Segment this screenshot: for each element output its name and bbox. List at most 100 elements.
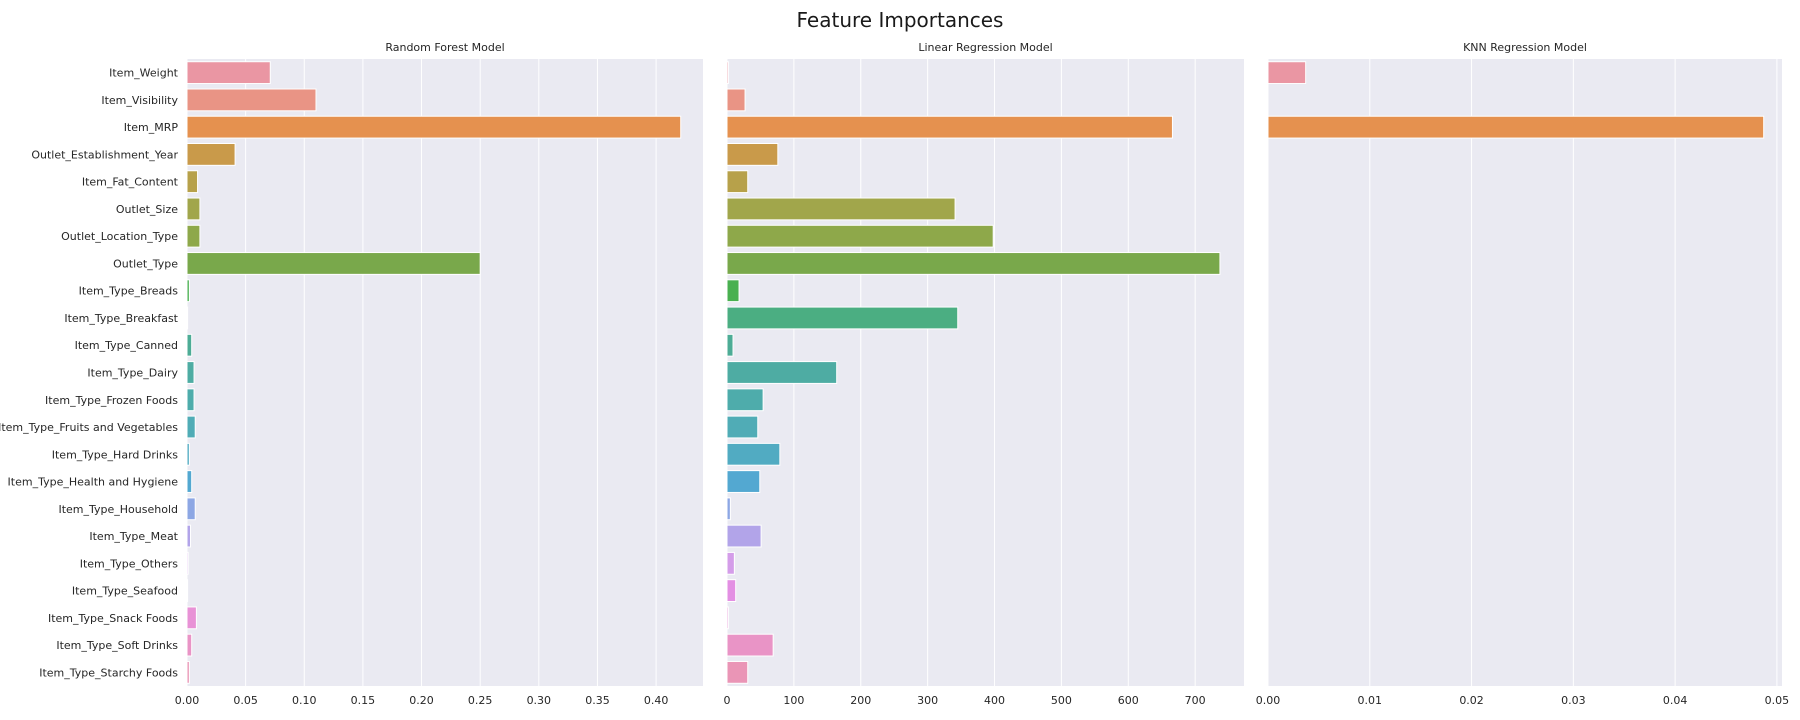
x-tick-label: 400 bbox=[984, 694, 1005, 707]
bar-item-type-soft-drinks bbox=[186, 633, 193, 657]
bar-item-type-starchy-foods bbox=[726, 660, 749, 684]
y-tick-label: Item_Type_Seafood bbox=[72, 585, 178, 598]
bar-item-fat-content bbox=[186, 170, 199, 194]
axes-background bbox=[187, 59, 703, 686]
panel-title: Linear Regression Model bbox=[918, 41, 1052, 54]
y-tick-label: Item_Type_Snack Foods bbox=[48, 612, 178, 625]
x-tick-label: 0.10 bbox=[292, 694, 317, 707]
y-tick-label: Item_Fat_Content bbox=[82, 176, 179, 189]
x-tick-label: 0.05 bbox=[233, 694, 258, 707]
bar-item-type-breads bbox=[726, 279, 740, 303]
bar-item-type-breads bbox=[186, 279, 190, 303]
y-tick-label: Item_Type_Household bbox=[58, 503, 178, 516]
y-tick-label: Item_Type_Fruits and Vegetables bbox=[0, 421, 178, 434]
y-tick-label: Item_Type_Soft Drinks bbox=[56, 639, 178, 652]
bar-item-type-dairy bbox=[726, 361, 838, 384]
bar-item-type-meat bbox=[186, 524, 192, 548]
y-tick-label: Item_Weight bbox=[109, 67, 179, 80]
x-tick-label: 0.25 bbox=[468, 694, 493, 707]
bar-item-type-hard-drinks bbox=[186, 442, 190, 466]
y-tick-label: Item_Type_Frozen Foods bbox=[45, 394, 178, 407]
y-tick-label: Item_Type_Breakfast bbox=[64, 312, 178, 325]
y-tick-label: Item_Type_Meat bbox=[89, 530, 178, 543]
bar-item-type-seafood bbox=[186, 579, 189, 602]
x-tick-label: 0.04 bbox=[1663, 694, 1688, 707]
bar-item-mrp bbox=[726, 115, 1173, 139]
bar-item-type-soft-drinks bbox=[726, 633, 774, 657]
bar-item-type-canned bbox=[186, 333, 193, 357]
y-tick-label: Item_Type_Breads bbox=[79, 285, 179, 298]
x-tick-label: 500 bbox=[1051, 694, 1072, 707]
x-tick-label: 0.00 bbox=[175, 694, 200, 707]
x-tick-label: 0.40 bbox=[644, 694, 669, 707]
figure-title: Feature Importances bbox=[796, 8, 1004, 32]
bar-item-type-others bbox=[726, 551, 735, 575]
bar-item-type-snack-foods bbox=[726, 606, 729, 630]
bar-item-type-seafood bbox=[726, 579, 737, 602]
y-tick-label: Item_Type_Canned bbox=[75, 339, 178, 352]
panel-title: KNN Regression Model bbox=[1463, 41, 1587, 54]
y-tick-label: Item_Visibility bbox=[101, 94, 178, 107]
x-tick-label: 0.02 bbox=[1459, 694, 1484, 707]
bar-item-type-household bbox=[186, 497, 196, 521]
bar-item-fat-content bbox=[726, 170, 749, 194]
panel-3: 0.00 0.01 0.02 0.03 0.04 0.05 KNN Regression M… bbox=[1256, 41, 1789, 707]
y-tick-label: Outlet_Establishment_Year bbox=[31, 148, 178, 161]
bar-item-type-household bbox=[726, 497, 731, 521]
y-tick-label: Item_MRP bbox=[124, 121, 179, 134]
bar-item-type-others bbox=[186, 551, 189, 575]
bar-item-type-fruits-and-vegetables bbox=[186, 415, 196, 439]
bar-item-type-frozen-foods bbox=[726, 388, 764, 412]
bar-outlet-establishment-year bbox=[726, 143, 779, 166]
y-tick-label: Item_Type_Health and Hygiene bbox=[8, 476, 179, 489]
bar-item-mrp bbox=[186, 115, 682, 139]
y-tick-label: Outlet_Location_Type bbox=[61, 230, 178, 243]
bar-item-type-canned bbox=[726, 333, 734, 357]
bar-outlet-location-type bbox=[726, 224, 994, 248]
bar-outlet-location-type bbox=[186, 224, 201, 248]
y-tick-label: Outlet_Size bbox=[116, 203, 178, 216]
bar-outlet-type bbox=[726, 252, 1221, 275]
y-tick-label: Item_Type_Others bbox=[80, 557, 179, 570]
bar-item-mrp bbox=[1267, 115, 1765, 139]
bar-item-type-health-and-hygiene bbox=[726, 470, 761, 493]
x-tick-label: 0.01 bbox=[1358, 694, 1383, 707]
axes-background bbox=[1268, 59, 1782, 686]
panel-2: 0 100 200 300 400 500 600 700 Linear Regression … bbox=[724, 41, 1244, 707]
bar-item-visibility bbox=[726, 88, 746, 112]
bar-item-weight bbox=[186, 61, 271, 85]
panel-title: Random Forest Model bbox=[385, 41, 504, 54]
x-tick-label: 700 bbox=[1185, 694, 1206, 707]
y-tick-label: Item_Type_Dairy bbox=[87, 367, 178, 380]
bar-item-type-starchy-foods bbox=[186, 660, 190, 684]
bar-item-visibility bbox=[186, 88, 317, 112]
bar-item-type-dairy bbox=[186, 361, 195, 384]
x-tick-label: 0.00 bbox=[1256, 694, 1281, 707]
y-tick-label: Item_Type_Hard Drinks bbox=[52, 448, 179, 461]
x-tick-label: 0.03 bbox=[1561, 694, 1586, 707]
x-tick-label: 300 bbox=[917, 694, 938, 707]
bar-item-type-hard-drinks bbox=[726, 442, 781, 466]
x-tick-label: 600 bbox=[1118, 694, 1139, 707]
x-tick-label: 200 bbox=[850, 694, 871, 707]
y-tick-label: Outlet_Type bbox=[113, 257, 178, 270]
x-tick-label: 0.35 bbox=[585, 694, 610, 707]
x-tick-label: 0.20 bbox=[409, 694, 434, 707]
bar-item-type-health-and-hygiene bbox=[186, 470, 193, 493]
x-tick-label: 0.30 bbox=[527, 694, 552, 707]
bar-item-weight bbox=[726, 61, 729, 85]
panel-1: 0.00 0.05 0.10 0.15 0.20 0.25 0.30 0.35 0.40 Item… bbox=[0, 41, 703, 707]
bar-item-weight bbox=[1267, 61, 1307, 85]
bar-outlet-size bbox=[726, 197, 956, 221]
x-tick-label: 0.05 bbox=[1765, 694, 1790, 707]
bar-item-type-breakfast bbox=[726, 306, 959, 330]
bar-item-type-fruits-and-vegetables bbox=[726, 415, 759, 439]
bar-outlet-type bbox=[186, 252, 481, 275]
bar-outlet-size bbox=[186, 197, 201, 221]
bar-item-type-frozen-foods bbox=[186, 388, 195, 412]
bar-item-type-snack-foods bbox=[186, 606, 197, 630]
x-tick-label: 0 bbox=[724, 694, 731, 707]
x-tick-label: 100 bbox=[783, 694, 804, 707]
